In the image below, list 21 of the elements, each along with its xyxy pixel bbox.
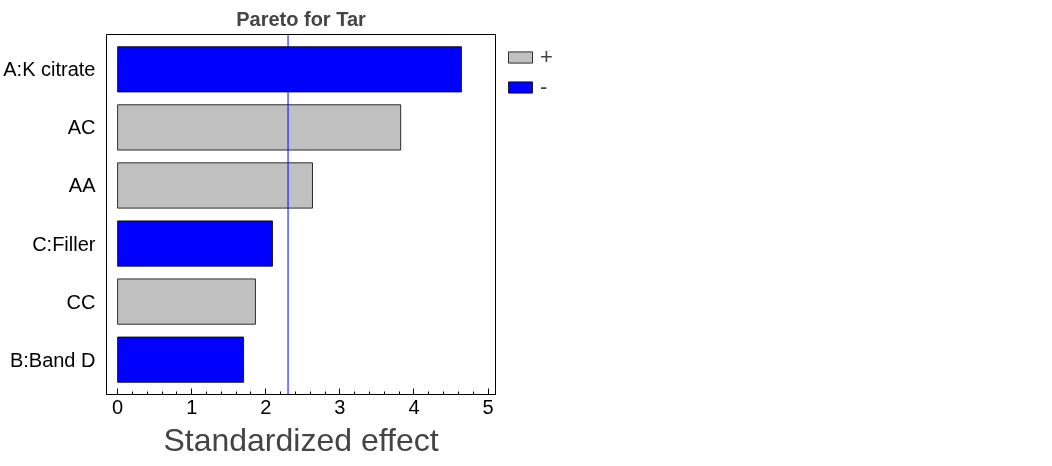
bar xyxy=(117,104,402,151)
legend-label: - xyxy=(540,74,549,100)
chart-title: Pareto for Tar xyxy=(236,7,367,30)
y-tick-label: AA xyxy=(68,174,97,197)
y-tick-label: C:Filler xyxy=(32,232,96,255)
x-tick-label: 4 xyxy=(408,395,420,418)
y-tick-label: CC xyxy=(66,290,96,313)
x-axis-title: Standardized effect xyxy=(163,421,439,458)
y-tick-label: B:Band D xyxy=(9,348,96,371)
y-tick-label: A:K citrate xyxy=(3,58,96,81)
bar xyxy=(117,220,273,267)
x-tick-label: 5 xyxy=(482,395,494,418)
x-tick-label: 1 xyxy=(186,395,198,418)
x-tick-label: 2 xyxy=(260,395,272,418)
bar xyxy=(117,162,313,209)
bar xyxy=(117,278,256,325)
legend-label: + xyxy=(540,44,554,70)
x-tick-label: 3 xyxy=(334,395,346,418)
y-tick-label: AC xyxy=(67,116,96,139)
bar xyxy=(117,336,244,383)
x-tick-label: 0 xyxy=(112,395,124,418)
